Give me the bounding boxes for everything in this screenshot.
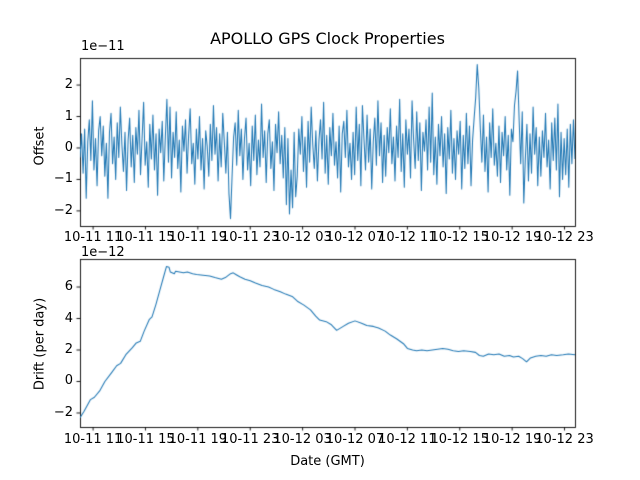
x-tick-label: 10-11 23 [221,230,280,245]
y-tick-label: −1 [53,171,73,187]
x-tick-label: 10-11 11 [63,432,123,447]
y-tick-label: 0 [64,139,73,155]
figure-title: APOLLO GPS Clock Properties [210,29,445,48]
y-tick-label: 1 [64,108,73,124]
x-tick-label: 10-12 23 [535,432,594,447]
x-tick-label: 10-12 03 [273,230,332,245]
drift-scale-label: 1e−12 [81,245,125,260]
x-tick-label: 10-12 15 [430,230,489,245]
x-tick-label: 10-12 11 [378,432,437,447]
x-tick-label: 10-12 11 [378,230,437,245]
x-tick-label: 10-12 07 [325,230,385,245]
y-tick-label: −2 [53,404,73,420]
x-tick-label: 10-11 23 [221,432,280,447]
x-tick-label: 10-12 07 [325,432,385,447]
x-tick-label: 10-12 15 [430,432,489,447]
x-tick-label: 10-12 03 [273,432,332,447]
x-tick-label: 10-11 15 [116,230,175,245]
date-axis-label: Date (GMT) [290,454,365,469]
x-tick-label: 10-12 19 [482,432,542,447]
y-tick-label: 2 [64,77,73,93]
offset-scale-label: 1e−11 [81,39,125,54]
y-tick-label: 4 [64,310,73,326]
x-tick-label: 10-11 11 [63,230,123,245]
x-tick-label: 10-12 19 [482,230,542,245]
y-tick-label: 6 [64,279,73,295]
y-tick-label: 0 [64,373,73,389]
x-tick-label: 10-11 19 [168,230,228,245]
x-tick-label: 10-11 19 [168,432,228,447]
x-tick-label: 10-11 15 [116,432,175,447]
y-tick-label: 2 [64,342,73,357]
y-tick-label: −2 [53,202,73,218]
x-tick-label: 10-12 23 [535,230,594,245]
